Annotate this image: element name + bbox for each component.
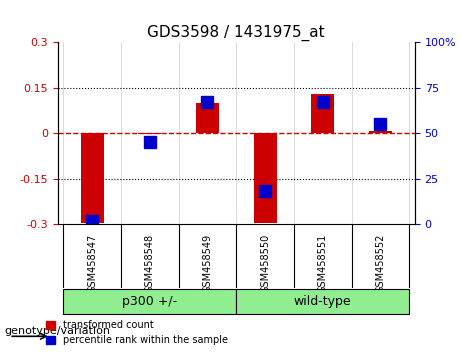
Legend: transformed count, percentile rank within the sample: transformed count, percentile rank withi… [42, 316, 232, 349]
Bar [196, 103, 219, 133]
Bar [311, 94, 334, 133]
Bar [81, 133, 104, 223]
FancyBboxPatch shape [64, 289, 236, 314]
Text: GSM458547: GSM458547 [87, 234, 97, 293]
Text: GSM458549: GSM458549 [202, 234, 213, 293]
Text: wild-type: wild-type [294, 295, 351, 308]
Text: GSM458552: GSM458552 [375, 234, 385, 293]
FancyBboxPatch shape [236, 289, 409, 314]
Text: genotype/variation: genotype/variation [5, 326, 111, 336]
Text: GSM458550: GSM458550 [260, 234, 270, 293]
Bar [138, 133, 161, 134]
Title: GDS3598 / 1431975_at: GDS3598 / 1431975_at [148, 25, 325, 41]
Text: GSM458551: GSM458551 [318, 234, 328, 293]
Bar [369, 131, 392, 133]
Text: GSM458548: GSM458548 [145, 234, 155, 293]
Bar [254, 133, 277, 223]
Text: p300 +/-: p300 +/- [122, 295, 177, 308]
